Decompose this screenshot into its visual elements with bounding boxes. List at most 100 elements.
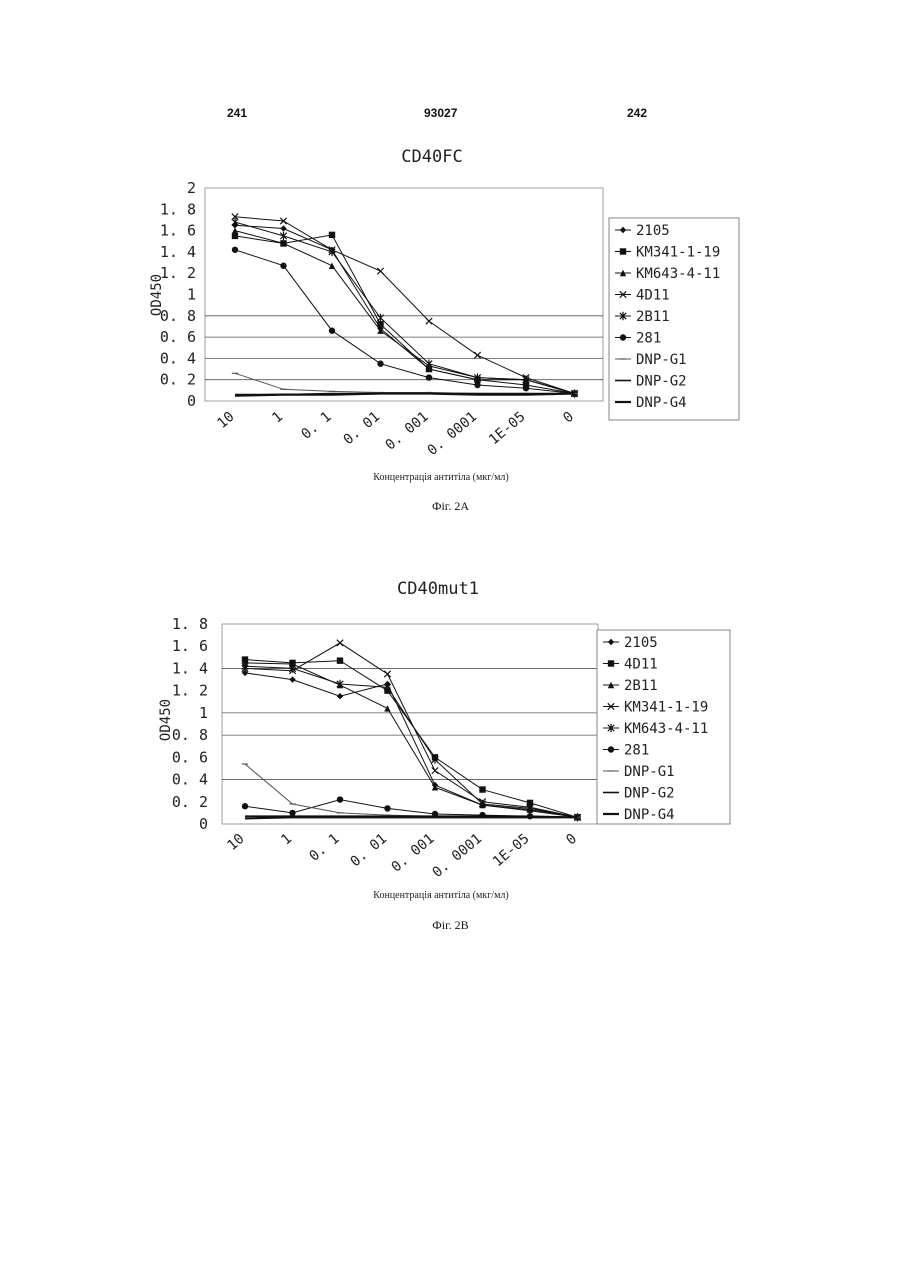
legend-label: KM643-4-11 (624, 721, 708, 737)
series-km643-4-11 (242, 662, 581, 822)
y-tick-label: 1. 8 (172, 615, 208, 633)
series-line (235, 222, 575, 393)
x-tick-label: 1 (269, 409, 286, 427)
data-point (337, 693, 343, 699)
data-point (329, 328, 335, 334)
y-tick-label: 0 (187, 392, 196, 410)
series-dnp-g4 (245, 817, 578, 818)
data-point (384, 671, 390, 677)
y-tick-label: 1 (187, 286, 196, 304)
series-line (235, 394, 575, 396)
x-tick-label: 1 (278, 831, 295, 849)
data-point (280, 232, 286, 240)
legend-label: 281 (624, 743, 649, 759)
document-number: 93027 (424, 106, 457, 120)
x-tick-label: 10 (214, 409, 237, 432)
data-point (377, 314, 383, 322)
data-point (377, 268, 383, 274)
x-axis-title: Концентрація антитіла (мкг/мл) (373, 890, 508, 901)
figure-caption-2a: Фіг. 2А (0, 499, 901, 514)
legend-marker (608, 660, 614, 666)
x-tick-label: 1E-05 (490, 831, 533, 870)
chart-title: CD40FC (401, 147, 462, 167)
y-tick-label: 0. 2 (172, 793, 208, 811)
legend-label: DNP-G1 (624, 764, 675, 780)
data-point (337, 796, 343, 802)
x-tick-label: 0 (560, 409, 577, 427)
page-number-right: 242 (627, 106, 647, 120)
chart-title: CD40mut1 (397, 579, 479, 599)
legend-marker (608, 746, 614, 752)
page-number-left: 241 (227, 106, 247, 120)
data-point (432, 767, 438, 773)
x-tick-label: 0. 01 (347, 831, 390, 870)
data-point (329, 232, 335, 238)
y-axis-label: OD450 (149, 274, 165, 316)
y-tick-label: 0. 4 (160, 349, 196, 367)
data-point (384, 805, 390, 811)
figure-caption-2b: Фіг. 2В (0, 918, 901, 933)
legend-label: 2105 (636, 223, 670, 239)
series-km341-1-19 (232, 232, 578, 397)
data-point (479, 786, 485, 792)
data-point (232, 218, 238, 226)
data-point (426, 318, 432, 324)
chart-cd40fc: CD40FC00. 20. 40. 60. 811. 21. 41. 61. 8… (0, 138, 901, 498)
x-tick-label: 0. 0001 (425, 409, 480, 459)
data-point (329, 263, 335, 269)
x-tick-label: 0. 1 (306, 831, 342, 865)
data-point (232, 247, 238, 253)
legend-marker (620, 334, 626, 340)
legend-label: DNP-G4 (636, 395, 687, 411)
data-point (337, 640, 343, 646)
data-point (474, 352, 480, 358)
chart-cd40mut1: CD40mut100. 20. 40. 60. 811. 21. 41. 61.… (0, 572, 901, 917)
series-km643-4-11 (232, 227, 578, 396)
x-tick-label: 0. 01 (340, 409, 383, 448)
legend-label: KM643-4-11 (636, 266, 720, 282)
series-line (245, 660, 578, 818)
data-point (377, 361, 383, 367)
legend-label: 2105 (624, 635, 658, 651)
series-line (235, 231, 575, 394)
x-tick-label: 0 (563, 831, 580, 849)
y-tick-label: 1. 2 (160, 264, 196, 282)
series-line (245, 817, 578, 818)
y-tick-label: 0. 6 (172, 748, 208, 766)
series-2105 (242, 670, 581, 821)
y-tick-label: 0. 6 (160, 328, 196, 346)
y-tick-label: 1. 4 (172, 659, 208, 677)
x-tick-label: 10 (224, 831, 247, 854)
data-point (242, 803, 248, 809)
plot-frame (205, 188, 603, 401)
y-tick-label: 2 (187, 179, 196, 197)
data-point (384, 705, 390, 711)
series-line (235, 225, 575, 393)
data-point (426, 374, 432, 380)
data-point (474, 382, 480, 388)
y-tick-label: 1. 6 (160, 222, 196, 240)
legend-label: 281 (636, 331, 661, 347)
legend-label: 2B11 (636, 309, 670, 325)
data-point (280, 225, 286, 231)
x-tick-label: 0. 1 (298, 409, 334, 443)
legend: 21054D112B11KM341-1-19KM643-4-11281DNP-G… (597, 630, 730, 824)
legend: 2105 KM341-1-19 KM643-4-11 4D11 2B11 281 DNP-G… (609, 218, 739, 420)
y-axis-label: OD450 (158, 699, 174, 741)
data-point (289, 676, 295, 682)
legend-label: DNP-G4 (624, 807, 675, 823)
series-line (245, 666, 578, 817)
data-point (289, 810, 295, 816)
series-dnp-g4 (235, 394, 575, 396)
page-header: 241 93027 242 (0, 106, 901, 126)
legend-label: 4D11 (624, 657, 658, 673)
legend-label: KM341-1-19 (624, 700, 708, 716)
figure-2a: CD40FC00. 20. 40. 60. 811. 21. 41. 61. 8… (0, 138, 901, 518)
series-line (245, 663, 578, 817)
data-point (337, 657, 343, 663)
x-tick-label: 1E-05 (486, 409, 529, 448)
legend-label: DNP-G1 (636, 352, 687, 368)
legend-label: KM341-1-19 (636, 245, 720, 261)
y-tick-label: 0. 4 (172, 771, 208, 789)
legend-label: 4D11 (636, 288, 670, 304)
